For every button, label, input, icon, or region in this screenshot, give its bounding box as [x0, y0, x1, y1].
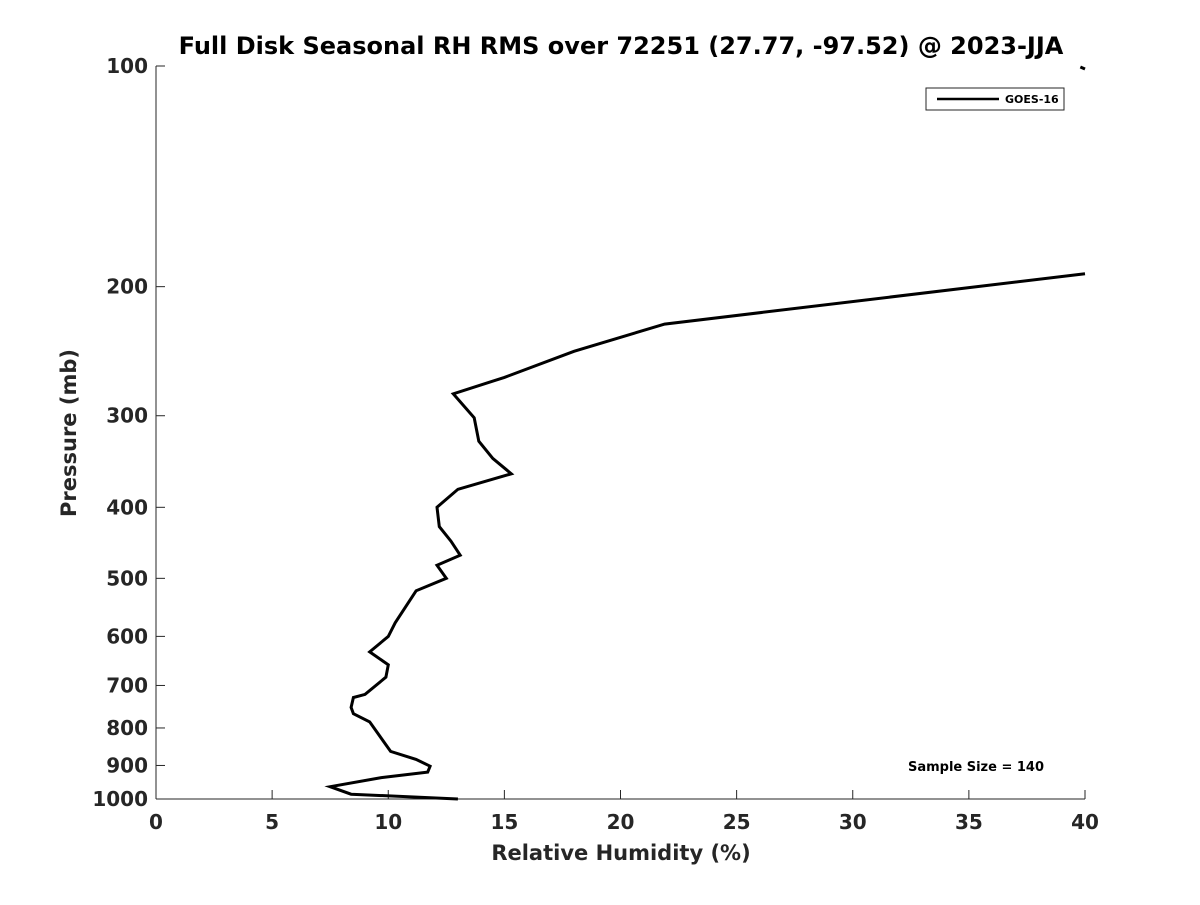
- x-axis: 0 5 10 15 20 25 30 35 40: [149, 790, 1099, 834]
- x-tick-label: 40: [1071, 810, 1099, 834]
- chart-title: Full Disk Seasonal RH RMS over 72251 (27…: [179, 32, 1064, 60]
- x-tick-label: 20: [607, 810, 635, 834]
- series-line-goes-16: [324, 272, 1086, 801]
- x-tick-label: 5: [265, 810, 279, 834]
- y-tick-label: 400: [106, 495, 148, 519]
- series-layer: [324, 65, 1086, 801]
- legend-label-goes-16: GOES-16: [1005, 93, 1059, 106]
- y-tick-label: 500: [106, 566, 148, 590]
- y-tick-label: 300: [106, 404, 148, 428]
- y-tick-label: 800: [106, 716, 148, 740]
- y-tick-label: 700: [106, 673, 148, 697]
- sample-size-annotation: Sample Size = 140: [908, 760, 1044, 775]
- x-tick-label: 0: [149, 810, 163, 834]
- y-axis-label: Pressure (mb): [57, 349, 81, 517]
- y-tick-label: 100: [106, 54, 148, 78]
- x-tick-label: 30: [839, 810, 867, 834]
- x-tick-label: 35: [955, 810, 983, 834]
- y-axis: 100 200 300 400 500 600 700 800 900 1000: [92, 54, 165, 811]
- x-tick-label: 15: [490, 810, 518, 834]
- plot-area: [156, 66, 1085, 799]
- series-line-fragment: [1079, 65, 1086, 71]
- x-tick-label: 10: [374, 810, 402, 834]
- y-tick-label: 900: [106, 753, 148, 777]
- y-tick-label: 600: [106, 624, 148, 648]
- x-tick-label: 25: [723, 810, 751, 834]
- x-axis-label: Relative Humidity (%): [491, 841, 750, 865]
- legend: GOES-16: [925, 87, 1065, 111]
- y-tick-label: 1000: [92, 787, 148, 811]
- y-tick-label: 200: [106, 275, 148, 299]
